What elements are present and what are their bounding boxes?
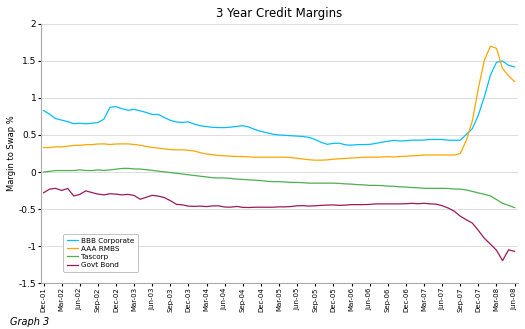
Govt Bond: [318, 203, 324, 207]
Line: AAA RMBS: AAA RMBS: [44, 46, 514, 160]
Govt Bond: [40, 191, 47, 195]
BBB Corporate: [349, 143, 355, 147]
BBB Corporate: [391, 139, 397, 142]
AAA RMBS: [312, 158, 319, 162]
BBB Corporate: [167, 118, 173, 122]
Line: Tascorp: Tascorp: [44, 168, 514, 208]
Govt Bond: [511, 249, 518, 253]
Tascorp: [234, 177, 240, 181]
AAA RMBS: [391, 155, 397, 159]
Govt Bond: [52, 186, 59, 190]
AAA RMBS: [318, 158, 324, 162]
BBB Corporate: [234, 124, 240, 128]
Tascorp: [318, 181, 324, 185]
AAA RMBS: [40, 146, 47, 150]
Legend: BBB Corporate, AAA RMBS, Tascorp, Govt Bond: BBB Corporate, AAA RMBS, Tascorp, Govt B…: [63, 234, 138, 272]
Govt Bond: [499, 259, 506, 263]
Govt Bond: [391, 202, 397, 206]
AAA RMBS: [234, 155, 240, 159]
Line: BBB Corporate: BBB Corporate: [44, 61, 514, 145]
Tascorp: [40, 170, 47, 174]
Govt Bond: [173, 202, 180, 206]
BBB Corporate: [312, 138, 319, 141]
BBB Corporate: [40, 109, 47, 113]
Govt Bond: [240, 205, 246, 209]
Text: Graph 3: Graph 3: [10, 317, 50, 327]
Y-axis label: Margin to Swap %: Margin to Swap %: [7, 115, 16, 191]
Tascorp: [125, 166, 131, 170]
AAA RMBS: [511, 80, 518, 84]
Title: 3 Year Credit Margins: 3 Year Credit Margins: [216, 7, 342, 20]
AAA RMBS: [228, 154, 234, 158]
BBB Corporate: [511, 65, 518, 69]
Line: Govt Bond: Govt Bond: [44, 188, 514, 261]
AAA RMBS: [167, 148, 173, 152]
AAA RMBS: [155, 146, 161, 150]
Govt Bond: [234, 204, 240, 208]
Tascorp: [161, 170, 167, 174]
Tascorp: [511, 206, 518, 210]
BBB Corporate: [155, 113, 161, 116]
Tascorp: [240, 177, 246, 181]
Tascorp: [173, 171, 180, 175]
Govt Bond: [161, 196, 167, 200]
BBB Corporate: [228, 125, 234, 129]
BBB Corporate: [499, 59, 506, 63]
Tascorp: [391, 184, 397, 188]
AAA RMBS: [487, 44, 494, 48]
